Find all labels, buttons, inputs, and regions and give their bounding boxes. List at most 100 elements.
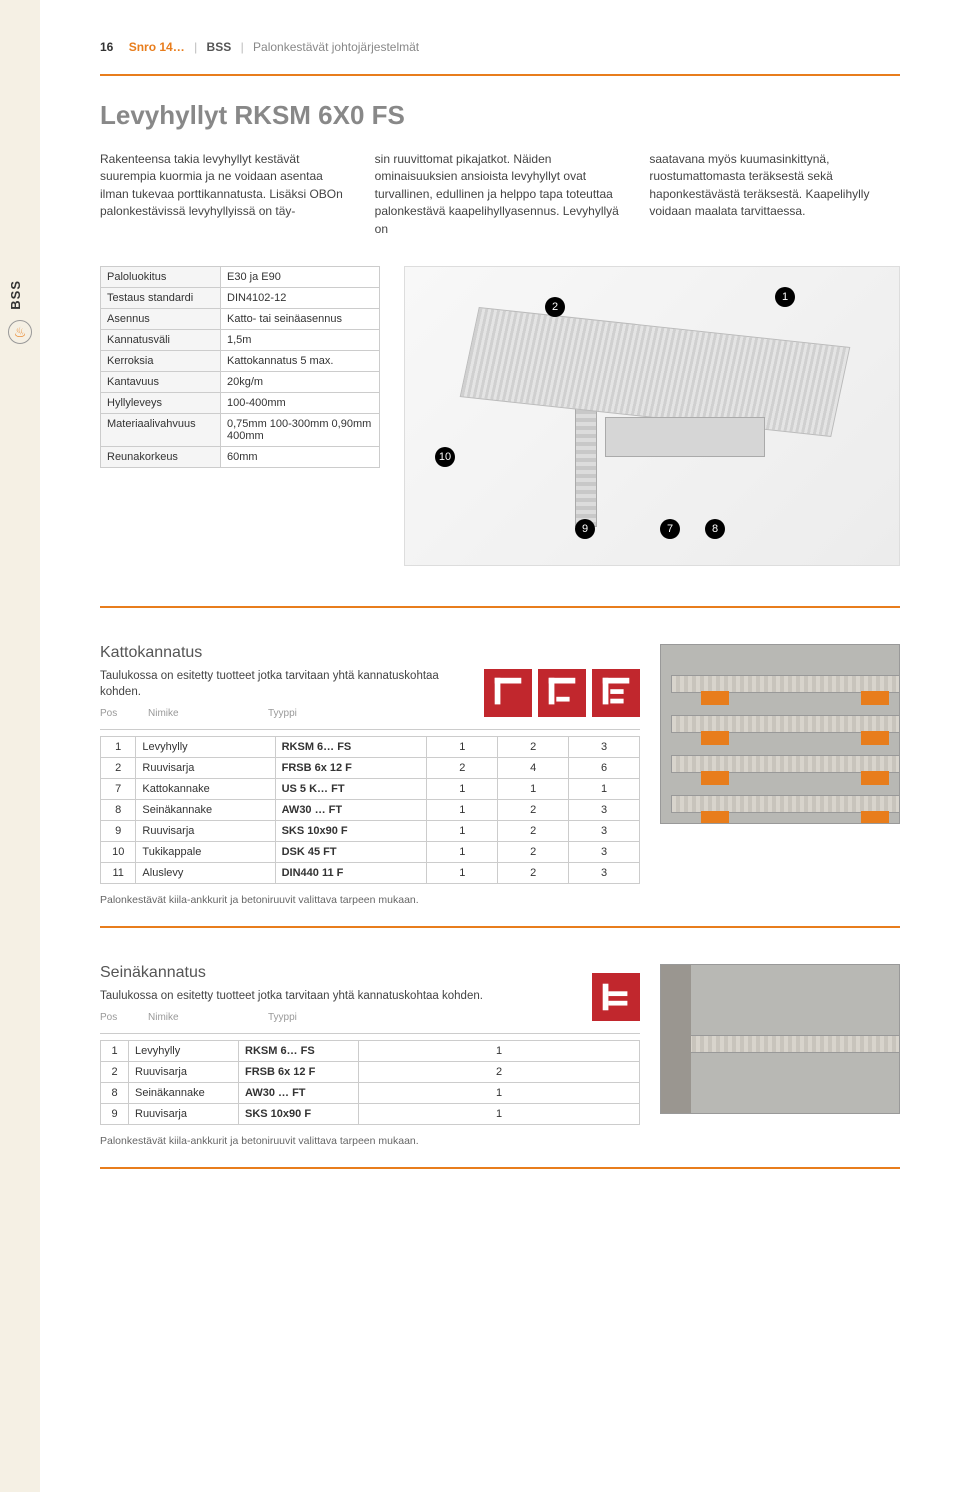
cell-pos: 7 — [101, 779, 136, 800]
spec-key: Materiaalivahvuus — [101, 413, 221, 446]
ceiling-photo — [660, 644, 900, 824]
cell-qty: 3 — [569, 863, 640, 884]
spec-key: Reunakorkeus — [101, 446, 221, 467]
cell-type: DIN440 11 F — [275, 863, 427, 884]
cell-name: Seinäkannake — [136, 800, 275, 821]
cell-qty: 1 — [427, 737, 498, 758]
cell-name: Tukikappale — [136, 842, 275, 863]
orange-divider — [100, 926, 900, 928]
orange-rule — [100, 74, 900, 76]
table-row: 11 Aluslevy DIN440 11 F 1 2 3 — [101, 863, 640, 884]
table-row: 1 Levyhylly RKSM 6… FS 1 — [101, 1041, 640, 1062]
table-header-labels: Pos Nimike Tyyppi — [100, 1012, 576, 1023]
spec-value: 0,75mm 100-300mm 0,90mm 400mm — [221, 413, 380, 446]
spec-row: AsennusKatto- tai seinäasennus — [101, 308, 380, 329]
table-row: 2 Ruuvisarja FRSB 6x 12 F 2 4 6 — [101, 758, 640, 779]
breadcrumb: 16 Snro 14… | BSS | Palonkestävät johtoj… — [100, 40, 900, 54]
spec-table: PaloluokitusE30 ja E90Testaus standardiD… — [100, 266, 380, 468]
intro-col-1: Rakenteensa takia levyhyllyt kestävät su… — [100, 151, 351, 238]
cell-qty: 2 — [498, 800, 569, 821]
cell-qty: 1 — [569, 779, 640, 800]
ceiling-section: Kattokannatus Taulukossa on esitetty tuo… — [100, 644, 900, 906]
spec-value: Katto- tai seinäasennus — [221, 308, 380, 329]
cell-qty: 1 — [427, 842, 498, 863]
product-diagram: 1210978 — [404, 266, 900, 566]
page-number: 16 — [100, 40, 113, 54]
cell-pos: 8 — [101, 800, 136, 821]
label-nimike: Nimike — [148, 1012, 248, 1023]
spec-row: Testaus standardiDIN4102-12 — [101, 287, 380, 308]
table-row: 2 Ruuvisarja FRSB 6x 12 F 2 — [101, 1062, 640, 1083]
wall-table: 1 Levyhylly RKSM 6… FS 12 Ruuvisarja FRS… — [100, 1040, 640, 1125]
callout-7: 7 — [660, 519, 680, 539]
cell-name: Ruuvisarja — [129, 1104, 239, 1125]
cell-qty: 3 — [569, 821, 640, 842]
wall-desc: Taulukossa on esitetty tuotteet jotka ta… — [100, 988, 576, 1004]
spec-row: KerroksiaKattokannatus 5 max. — [101, 350, 380, 371]
cell-type: RKSM 6… FS — [239, 1041, 359, 1062]
spec-key: Asennus — [101, 308, 221, 329]
wall-section: Seinäkannatus Taulukossa on esitetty tuo… — [100, 964, 900, 1147]
cell-name: Seinäkannake — [129, 1083, 239, 1104]
spec-key: Kannatusväli — [101, 329, 221, 350]
cell-qty: 2 — [359, 1062, 640, 1083]
sep: | — [194, 40, 197, 54]
orange-divider — [100, 1167, 900, 1169]
cell-name: Ruuvisarja — [129, 1062, 239, 1083]
table-row: 7 Kattokannake US 5 K… FT 1 1 1 — [101, 779, 640, 800]
cell-qty: 4 — [498, 758, 569, 779]
spec-row: Materiaalivahvuus0,75mm 100-300mm 0,90mm… — [101, 413, 380, 446]
cell-type: FRSB 6x 12 F — [239, 1062, 359, 1083]
spec-key: Kerroksia — [101, 350, 221, 371]
label-tyyppi: Tyyppi — [268, 708, 378, 719]
cell-pos: 11 — [101, 863, 136, 884]
cell-qty: 1 — [427, 863, 498, 884]
table-row: 8 Seinäkannake AW30 … FT 1 — [101, 1083, 640, 1104]
cell-qty: 1 — [427, 800, 498, 821]
page-title: Levyhyllyt RKSM 6X0 FS — [100, 100, 900, 131]
ceiling-note: Palonkestävät kiila-ankkurit ja betoniru… — [100, 894, 640, 906]
spec-value: 1,5m — [221, 329, 380, 350]
label-tyyppi: Tyyppi — [268, 1012, 378, 1023]
bss-vertical-label: BSS — [8, 280, 23, 310]
cell-qty: 3 — [569, 842, 640, 863]
label-pos: Pos — [100, 708, 128, 719]
cell-pos: 8 — [101, 1083, 129, 1104]
cell-pos: 1 — [101, 737, 136, 758]
spec-key: Paloluokitus — [101, 266, 221, 287]
spec-row: Kannatusväli1,5m — [101, 329, 380, 350]
label-nimike: Nimike — [148, 708, 248, 719]
ceiling-desc: Taulukossa on esitetty tuotteet jotka ta… — [100, 668, 468, 700]
table-row: 9 Ruuvisarja SKS 10x90 F 1 — [101, 1104, 640, 1125]
spec-row: PaloluokitusE30 ja E90 — [101, 266, 380, 287]
cell-qty: 2 — [498, 737, 569, 758]
table-header-labels: Pos Nimike Tyyppi — [100, 708, 468, 719]
header-crumb: Palonkestävät johtojärjestelmät — [253, 40, 419, 54]
cell-qty: 1 — [427, 779, 498, 800]
cell-qty: 1 — [359, 1083, 640, 1104]
spec-value: 20kg/m — [221, 371, 380, 392]
ceiling-icons — [484, 669, 640, 717]
header-snro: Snro 14… — [129, 40, 185, 54]
callout-2: 2 — [545, 297, 565, 317]
cell-pos: 2 — [101, 758, 136, 779]
cell-pos: 9 — [101, 1104, 129, 1125]
cell-qty: 3 — [569, 800, 640, 821]
callout-10: 10 — [435, 447, 455, 467]
table-row: 1 Levyhylly RKSM 6… FS 1 2 3 — [101, 737, 640, 758]
cell-qty: 2 — [498, 821, 569, 842]
label-pos: Pos — [100, 1012, 128, 1023]
header-bss: BSS — [207, 40, 232, 54]
wall-icons — [592, 973, 640, 1021]
spec-key: Testaus standardi — [101, 287, 221, 308]
cell-type: DSK 45 FT — [275, 842, 427, 863]
intro-text: Rakenteensa takia levyhyllyt kestävät su… — [100, 151, 900, 238]
cell-type: AW30 … FT — [275, 800, 427, 821]
wall-mount-icon — [592, 973, 640, 1021]
page: 16 Snro 14… | BSS | Palonkestävät johtoj… — [40, 0, 960, 1492]
callout-8: 8 — [705, 519, 725, 539]
cell-qty: 1 — [359, 1041, 640, 1062]
grey-rule — [100, 1033, 640, 1034]
spec-row: Reunakorkeus60mm — [101, 446, 380, 467]
cell-pos: 2 — [101, 1062, 129, 1083]
